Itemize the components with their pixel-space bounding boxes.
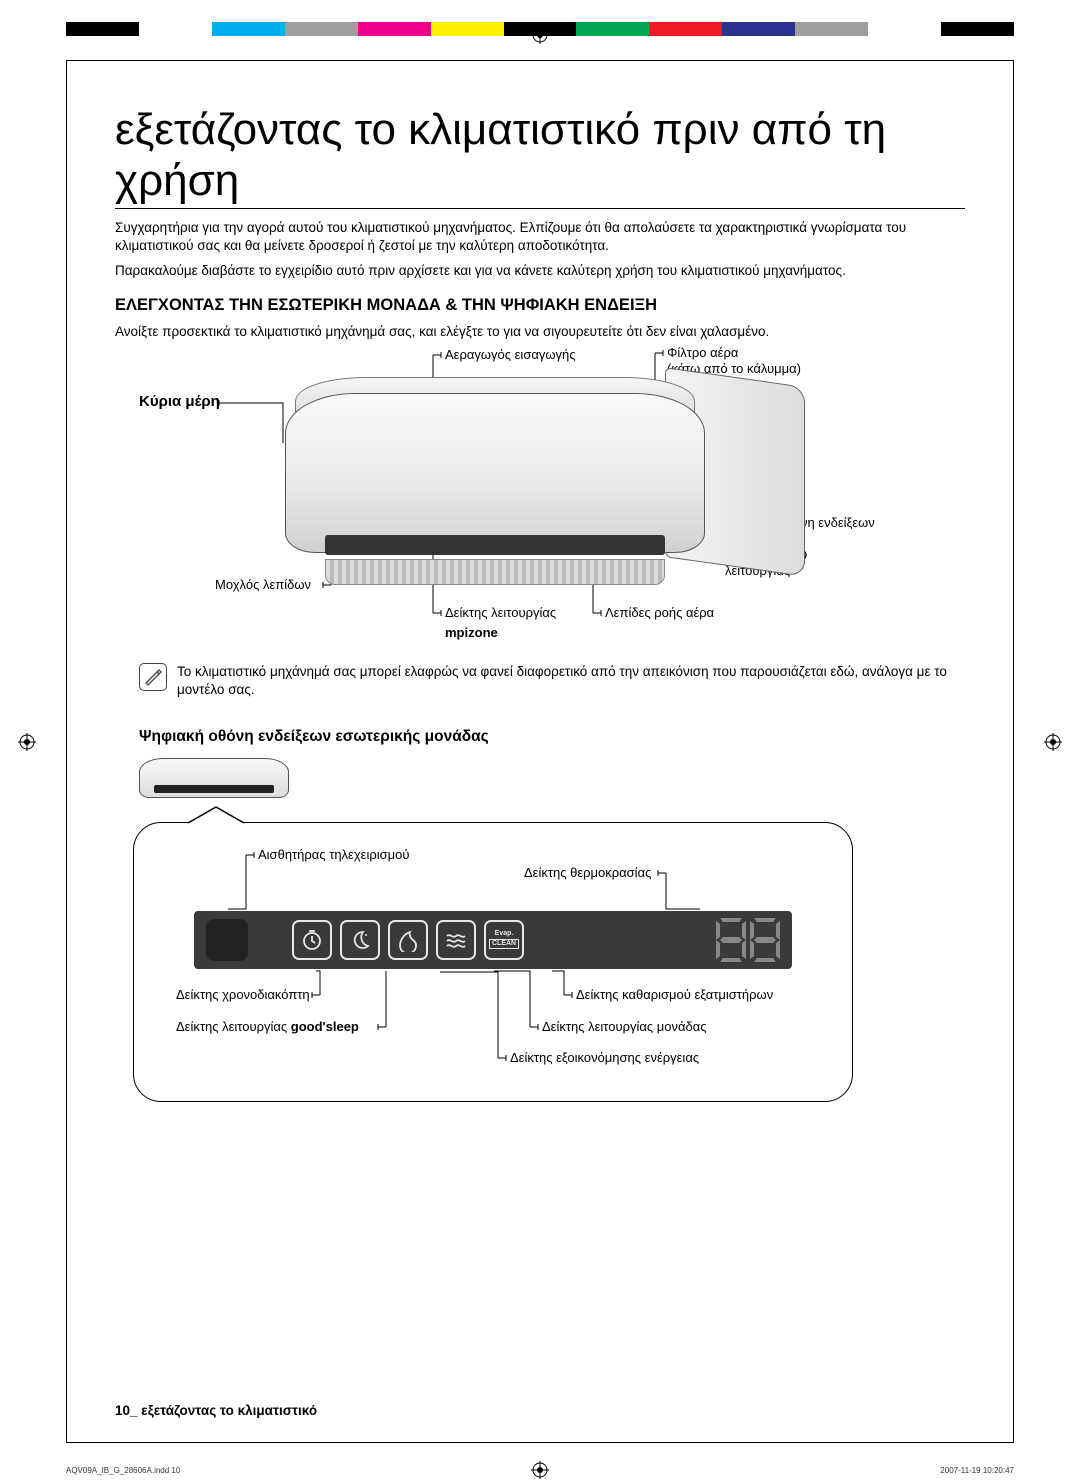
label-timer: Δείκτης χρονοδιακόπτη — [176, 987, 310, 1002]
mini-ac-body — [139, 758, 289, 798]
page-footer: 10_ εξετάζοντας το κλιματιστικό — [115, 1403, 317, 1418]
label-unit-op: Δείκτης λειτουργίας μονάδας — [542, 1019, 707, 1034]
reg-mark-right — [1044, 733, 1062, 751]
print-footer: AQV09A_IB_G_28606A.indd 10 2007-11-19 10… — [66, 1466, 1014, 1475]
label-op-indicator: Δείκτης λειτουργίας — [445, 605, 556, 620]
ac-body — [285, 393, 705, 553]
page-frame: εξετάζοντας το κλιματιστικό πριν από τη … — [66, 60, 1014, 1443]
section-body: Ανοίξτε προσεκτικά το κλιματιστικό μηχάν… — [115, 323, 965, 341]
ac-unit-illustration — [285, 377, 705, 597]
printer-color-bar — [66, 22, 1014, 36]
speech-pointer — [188, 807, 258, 823]
ac-display-strip — [325, 535, 665, 555]
main-parts-diagram: Κύρια μέρη Αεραγωγός εισαγωγής Φίλτρο αέ… — [115, 347, 965, 657]
display-diagram-wrap: Αισθητήρας τηλεχειρισμού Δείκτης θερμοκρ… — [133, 758, 853, 1102]
intro-block: Συγχαρητήρια για την αγορά αυτού του κλι… — [115, 219, 965, 280]
page-title: εξετάζοντας το κλιματιστικό πριν από τη … — [115, 105, 965, 209]
label-air-filter-1: Φίλτρο αέρα — [667, 345, 738, 360]
sub-heading: Ψηφιακή οθόνη ενδείξεων εσωτερικής μονάδ… — [139, 728, 965, 746]
label-air-intake: Αεραγωγός εισαγωγής — [445, 347, 576, 362]
mini-ac-bar — [154, 785, 274, 793]
label-energy-save: Δείκτης εξοικονόμησης ενέργειας — [510, 1050, 699, 1065]
main-parts-title: Κύρια μέρη — [139, 393, 220, 410]
leader-lines-display — [134, 823, 854, 1103]
print-footer-right: 2007-11-19 10:20:47 — [940, 1466, 1014, 1475]
note-text: Το κλιματιστικό μηχάνημά σας μπορεί ελαφ… — [177, 663, 965, 699]
display-panel: Αισθητήρας τηλεχειρισμού Δείκτης θερμοκρ… — [133, 822, 853, 1102]
note-icon — [139, 663, 167, 691]
label-airflow-blades: Λεπίδες ροής αέρα — [605, 605, 714, 620]
print-footer-left: AQV09A_IB_G_28606A.indd 10 — [66, 1466, 180, 1475]
reg-mark-left — [18, 733, 36, 751]
note-row: Το κλιματιστικό μηχάνημά σας μπορεί ελαφ… — [139, 663, 965, 699]
label-evap-clean: Δείκτης καθαρισμού εξατμιστήρων — [576, 987, 773, 1002]
label-goodsleep: Δείκτης λειτουργίας good'sleep — [176, 1019, 359, 1034]
ac-vents — [325, 559, 665, 585]
section-heading: ΕΛΕΓΧΟΝΤΑΣ ΤΗΝ ΕΣΩΤΕΡΙΚΗ ΜΟΝΑΔΑ & ΤΗΝ ΨΗ… — [115, 296, 965, 315]
mpizone-logo: mpizone — [445, 625, 498, 640]
intro-p2: Παρακαλούμε διαβάστε το εγχειρίδιο αυτό … — [115, 262, 965, 280]
intro-p1: Συγχαρητήρια για την αγορά αυτού του κλι… — [115, 219, 965, 255]
